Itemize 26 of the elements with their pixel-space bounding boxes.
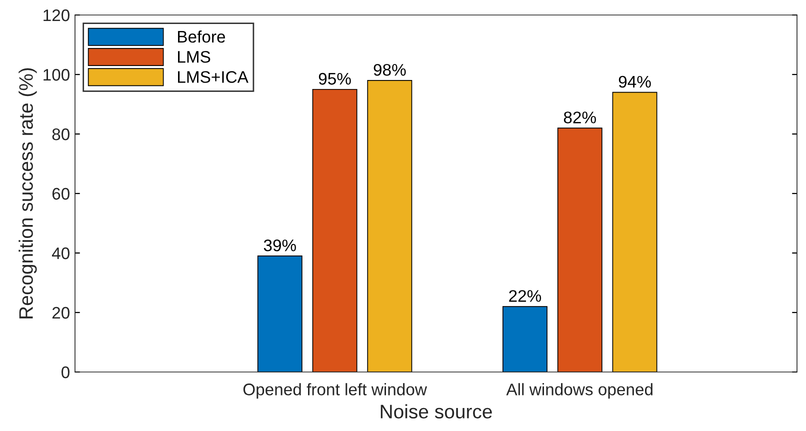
bar: [612, 92, 658, 372]
data-label: 95%: [318, 72, 351, 85]
y-tick-label: 40: [52, 247, 70, 260]
data-label: 39%: [264, 239, 296, 252]
bar: [312, 88, 358, 372]
bar: [257, 256, 302, 372]
legend-label: LMS: [178, 50, 210, 63]
bar: [557, 128, 602, 372]
data-label: 94%: [618, 76, 651, 88]
y-tick-label: 20: [52, 306, 70, 319]
data-label: 22%: [509, 290, 542, 302]
y-tick-label: 100: [44, 68, 70, 81]
bar: [367, 80, 412, 372]
y-tick-label: 120: [44, 9, 70, 22]
y-tick-label: 60: [52, 188, 70, 200]
data-label: 82%: [564, 112, 596, 124]
legend-label: LMS+ICA: [178, 71, 248, 83]
data-label: 98%: [374, 64, 406, 76]
y-axis-title: Recognition success rate (%): [18, 68, 37, 318]
bar: [502, 306, 548, 372]
y-tick-label: 80: [52, 128, 70, 140]
x-tick-label: Opened front left window: [243, 383, 428, 399]
y-tick-label: 0: [62, 366, 70, 378]
legend-label: Before: [178, 30, 226, 43]
x-axis-title: Noise source: [380, 404, 492, 418]
x-tick-label: All windows opened: [506, 383, 652, 399]
